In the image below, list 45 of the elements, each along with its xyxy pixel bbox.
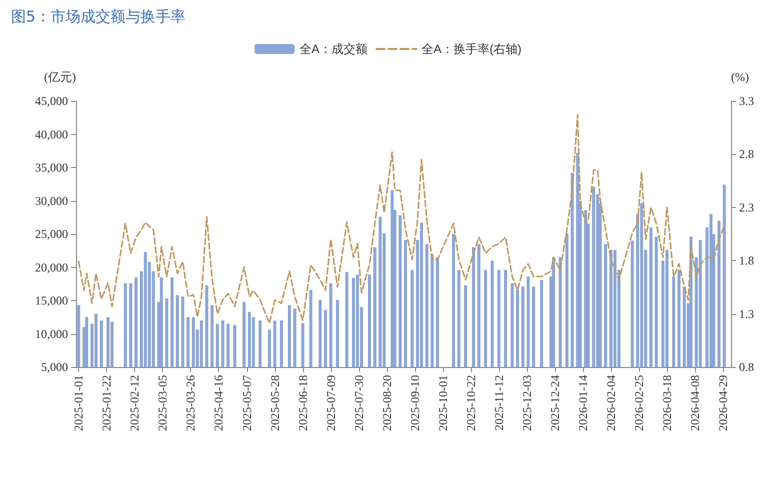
- chart-title: 图5：市场成交额与换手率: [11, 8, 186, 26]
- legend-label: 全A：成交额: [300, 42, 368, 56]
- x-tick-label: 2026-02-25: [632, 375, 646, 431]
- x-tick-label: 2025-01-22: [100, 375, 114, 431]
- y2-axis-title: (%): [731, 70, 749, 84]
- line-series: [78, 114, 726, 324]
- y-tick-label: 45,000: [35, 94, 68, 108]
- y2-tick-label: 2.8: [739, 147, 754, 162]
- x-tick-label: 2026-02-04: [604, 375, 618, 431]
- legend-label: 全A：换手率(右轴): [422, 42, 522, 56]
- x-tick-label: 2025-12-24: [548, 375, 562, 431]
- y-tick-label: 5,000: [41, 360, 68, 374]
- y2-tick-label: 3.3: [739, 94, 754, 108]
- y2-tick-label: 2.3: [739, 200, 754, 214]
- y2-tick-label: 1.3: [739, 306, 754, 321]
- y-tick-label: 20,000: [35, 260, 68, 274]
- y-tick-label: 15,000: [35, 294, 68, 308]
- x-tick-label: 2025-09-10: [408, 375, 422, 431]
- x-tick-label: 2026-01-14: [576, 375, 590, 431]
- x-tick-label: 2025-08-20: [380, 375, 394, 431]
- y2-tick-label: 1.8: [739, 254, 754, 268]
- y-tick-label: 10,000: [35, 326, 68, 341]
- x-tick-label: 2025-07-30: [352, 375, 366, 431]
- y-tick-label: 25,000: [35, 227, 68, 241]
- x-tick-label: 2025-11-12: [492, 375, 506, 431]
- x-tick-label: 2025-12-03: [520, 375, 534, 431]
- x-tick-label: 2026-03-18: [660, 375, 674, 431]
- x-tick-label: 2025-10-22: [464, 375, 478, 431]
- x-tick-label: 2025-03-26: [184, 375, 198, 431]
- x-tick-label: 2026-04-08: [688, 375, 702, 431]
- x-tick-label: 2025-06-18: [296, 375, 310, 431]
- y-tick-label: 35,000: [35, 160, 68, 174]
- x-tick-label: 2025-05-07: [240, 375, 254, 431]
- y2-tick-label: 0.8: [739, 360, 754, 374]
- x-tick-label: 2025-10-01: [436, 375, 450, 431]
- x-tick-label: 2025-04-16: [212, 375, 226, 431]
- x-tick-label: 2025-01-01: [72, 375, 86, 431]
- y-axis-title: (亿元): [44, 70, 76, 84]
- x-tick-label: 2025-02-12: [128, 375, 142, 431]
- x-tick-label: 2026-04-29: [716, 375, 730, 431]
- y-tick-label: 30,000: [35, 194, 68, 208]
- x-tick-label: 2025-05-28: [268, 375, 282, 431]
- x-tick-label: 2025-03-05: [156, 375, 170, 431]
- x-tick-label: 2025-07-09: [324, 375, 338, 431]
- y-tick-label: 40,000: [35, 127, 68, 142]
